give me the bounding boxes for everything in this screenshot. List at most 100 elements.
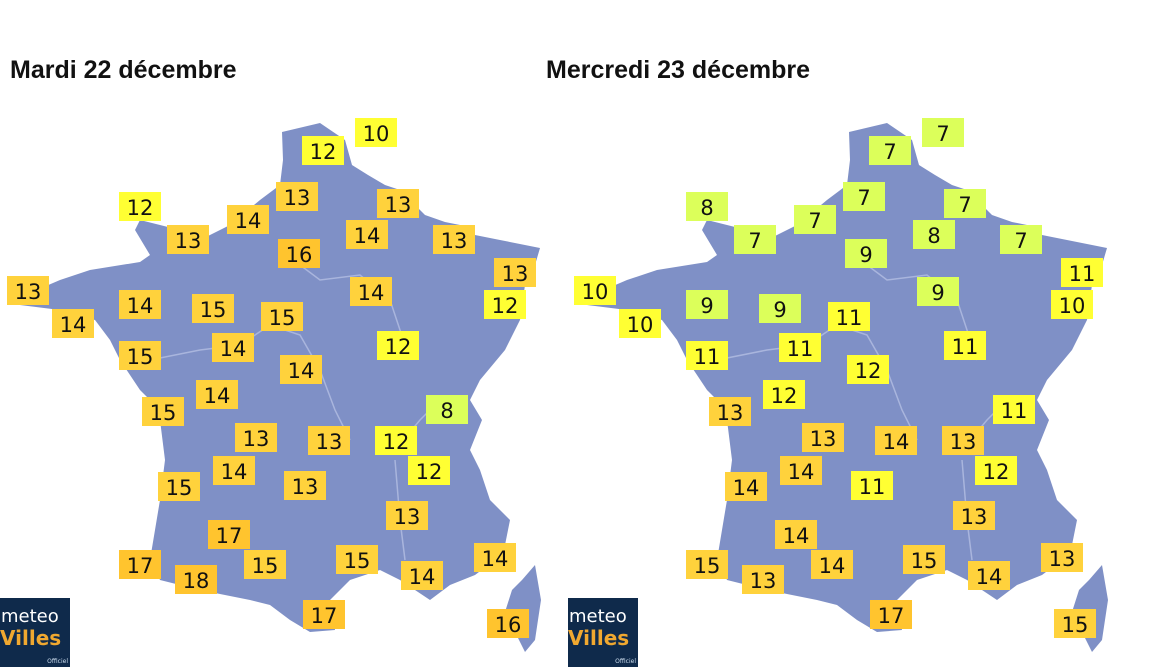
meteovilles-logo[interactable]: meteo Villes Officiel [0,598,70,667]
temperature-label[interactable]: 14 [196,380,238,409]
temperature-label[interactable]: 9 [686,290,728,319]
temperature-label[interactable]: 14 [346,220,388,249]
temperature-label[interactable]: 12 [975,456,1017,485]
temperature-value: 8 [927,224,940,248]
temperature-label[interactable]: 9 [917,277,959,306]
temperature-label[interactable]: 11 [851,471,893,500]
temperature-label[interactable]: 15 [336,545,378,574]
temperature-label[interactable]: 8 [913,220,955,249]
temperature-label[interactable]: 8 [426,395,468,424]
temperature-label[interactable]: 17 [119,550,161,579]
temperature-label[interactable]: 13 [386,501,428,530]
temperature-label[interactable]: 14 [212,333,254,362]
temperature-label[interactable]: 15 [119,341,161,370]
temperature-label[interactable]: 10 [619,309,661,338]
temperature-label[interactable]: 7 [734,225,776,254]
temperature-label[interactable]: 11 [944,331,986,360]
temperature-label[interactable]: 14 [280,355,322,384]
temperature-label[interactable]: 13 [235,423,277,452]
temperature-label[interactable]: 11 [686,341,728,370]
temperature-label[interactable]: 13 [1041,543,1083,572]
temperature-box [355,118,397,147]
temperature-label[interactable]: 15 [903,545,945,574]
temperature-label[interactable]: 12 [377,331,419,360]
temperature-label[interactable]: 10 [355,118,397,147]
temperature-label[interactable]: 11 [993,395,1035,424]
temperature-label[interactable]: 18 [175,565,217,594]
temperature-label[interactable]: 12 [375,426,417,455]
temperature-box [484,290,526,319]
temperature-label[interactable]: 12 [408,456,450,485]
temperature-label[interactable]: 15 [261,302,303,331]
temperature-label[interactable]: 13 [953,501,995,530]
temperature-label[interactable]: 17 [870,600,912,629]
temperature-label[interactable]: 13 [709,397,751,426]
temperature-box [175,565,217,594]
temperature-box [433,225,475,254]
temperature-box [875,426,917,455]
temperature-label[interactable]: 12 [763,380,805,409]
temperature-label[interactable]: 15 [686,550,728,579]
temperature-label[interactable]: 13 [494,258,536,287]
temperature-label[interactable]: 10 [1051,290,1093,319]
temperature-value: 9 [859,243,872,267]
temperature-label[interactable]: 14 [119,290,161,319]
temperature-label[interactable]: 16 [487,609,529,638]
temperature-label[interactable]: 13 [308,426,350,455]
temperature-label[interactable]: 7 [944,189,986,218]
temperature-label[interactable]: 13 [942,426,984,455]
temperature-value: 12 [855,359,882,383]
temperature-label[interactable]: 17 [208,520,250,549]
meteovilles-logo[interactable]: meteo Villes Officiel [568,598,638,667]
temperature-label[interactable]: 11 [779,333,821,362]
temperature-label[interactable]: 15 [158,472,200,501]
temperature-label[interactable]: 14 [401,561,443,590]
temperature-label[interactable]: 14 [474,543,516,572]
temperature-label[interactable]: 16 [278,239,320,268]
temperature-box [734,225,776,254]
temperature-label[interactable]: 14 [968,561,1010,590]
temperature-label[interactable]: 12 [119,192,161,221]
temperature-label[interactable]: 14 [227,205,269,234]
temperature-label[interactable]: 12 [484,290,526,319]
temperature-label[interactable]: 13 [7,276,49,305]
temperature-label[interactable]: 15 [192,294,234,323]
temperature-label[interactable]: 13 [742,565,784,594]
temperature-label[interactable]: 7 [1000,225,1042,254]
temperature-label[interactable]: 7 [922,118,964,147]
temperature-label[interactable]: 17 [303,600,345,629]
temperature-label[interactable]: 14 [213,456,255,485]
temperature-value: 14 [783,524,810,548]
temperature-label[interactable]: 13 [284,471,326,500]
temperature-label[interactable]: 11 [1061,258,1103,287]
temperature-label[interactable]: 15 [244,550,286,579]
temperature-label[interactable]: 13 [167,225,209,254]
temperature-label[interactable]: 10 [574,276,616,305]
temperature-label[interactable]: 9 [845,239,887,268]
temperature-label[interactable]: 14 [811,550,853,579]
temperature-label[interactable]: 7 [794,205,836,234]
temperature-label[interactable]: 7 [869,136,911,165]
temperature-box [377,189,419,218]
temperature-label[interactable]: 12 [302,136,344,165]
temperature-label[interactable]: 14 [875,426,917,455]
temperature-label[interactable]: 14 [725,472,767,501]
temperature-label[interactable]: 15 [1054,609,1096,638]
temperature-label[interactable]: 14 [52,309,94,338]
temperature-label[interactable]: 13 [377,189,419,218]
temperature-label[interactable]: 9 [759,294,801,323]
temperature-label[interactable]: 11 [828,302,870,331]
temperature-value: 8 [440,399,453,423]
temperature-box [1051,290,1093,319]
temperature-label[interactable]: 14 [350,277,392,306]
temperature-label[interactable]: 13 [433,225,475,254]
temperature-label[interactable]: 7 [843,182,885,211]
temperature-label[interactable]: 13 [802,423,844,452]
temperature-label[interactable]: 14 [775,520,817,549]
temperature-label[interactable]: 15 [142,397,184,426]
temperature-label[interactable]: 8 [686,192,728,221]
temperature-value: 15 [127,345,154,369]
temperature-label[interactable]: 13 [276,182,318,211]
temperature-label[interactable]: 12 [847,355,889,384]
temperature-label[interactable]: 14 [780,456,822,485]
